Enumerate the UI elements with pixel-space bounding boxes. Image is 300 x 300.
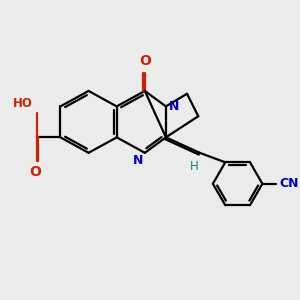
Text: O: O bbox=[29, 166, 41, 179]
Text: N: N bbox=[133, 154, 143, 167]
Text: HO: HO bbox=[13, 97, 33, 110]
Text: O: O bbox=[139, 54, 151, 68]
Text: N: N bbox=[169, 100, 179, 113]
Text: H: H bbox=[190, 160, 199, 173]
Text: CN: CN bbox=[279, 177, 299, 190]
